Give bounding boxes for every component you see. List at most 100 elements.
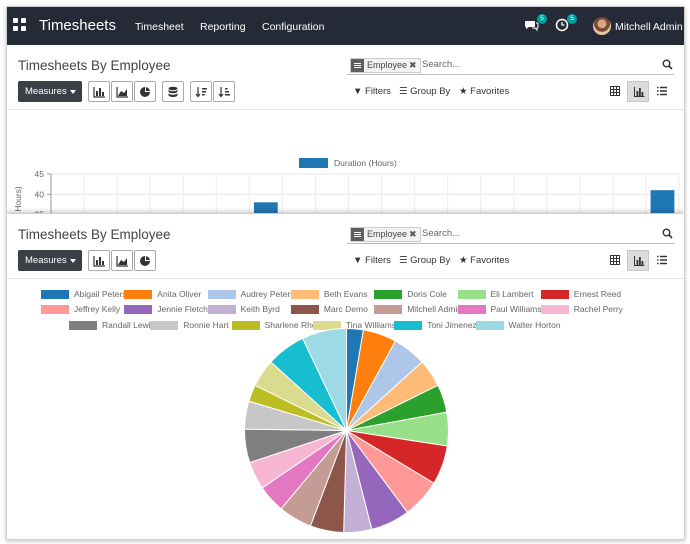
graph-view-button[interactable] <box>627 81 649 102</box>
list-icon <box>657 255 667 265</box>
graph-view-button[interactable] <box>627 250 649 271</box>
legend-swatch <box>290 290 319 299</box>
line-chart-button[interactable] <box>111 81 133 102</box>
search-facet-employee[interactable]: Employee ✖ <box>350 227 421 242</box>
legend-swatch <box>299 158 328 168</box>
menu-configuration[interactable]: Configuration <box>262 21 325 33</box>
search-facet-employee[interactable]: Employee ✖ <box>350 58 421 73</box>
bar-legend[interactable]: Duration (Hours) <box>299 158 397 168</box>
group-by-menu[interactable]: ☰ Group By <box>399 86 450 97</box>
legend-swatch <box>124 290 153 299</box>
search-icon[interactable] <box>662 59 673 73</box>
panel-divider <box>7 109 684 110</box>
measures-dropdown[interactable]: Measures <box>18 81 82 102</box>
pie-chart-button[interactable] <box>134 250 156 271</box>
legend-label: Rachel Perry <box>573 304 623 314</box>
messages-icon[interactable]: 5 <box>525 14 547 34</box>
sort-ascending-button[interactable] <box>213 81 235 102</box>
filters-menu[interactable]: ▼ Filters <box>353 86 391 97</box>
measures-label: Measures <box>25 255 67 266</box>
legend-swatch <box>457 305 486 314</box>
filter-icon: ▼ <box>353 86 363 97</box>
star-icon: ★ <box>459 255 468 266</box>
y-axis-label: Hours) <box>13 186 23 212</box>
search-icon[interactable] <box>662 228 673 242</box>
group-by-menu[interactable]: ☰ Group By <box>399 255 450 266</box>
legend-label: Audrey Peterson <box>240 289 304 299</box>
activity-clock-icon[interactable]: 5 <box>555 14 577 34</box>
legend-label: Mitchell Admin <box>407 304 462 314</box>
pivot-view-button[interactable] <box>604 250 626 271</box>
search-input[interactable] <box>422 228 642 239</box>
legend-swatch <box>374 290 403 299</box>
legend-label: Tina Williamson <box>345 320 406 330</box>
pivot-view-button[interactable] <box>604 81 626 102</box>
sort-ascending-icon <box>218 87 230 98</box>
legend-label: Beth Evans <box>323 289 368 299</box>
group-by-label: Group By <box>410 255 451 266</box>
apps-grid-icon[interactable] <box>13 18 27 32</box>
search-input[interactable] <box>422 59 642 70</box>
measures-dropdown[interactable]: Measures <box>18 250 82 271</box>
user-menu[interactable]: Mitchell Admin <box>615 21 683 33</box>
legend-label: Jeffrey Kelly <box>74 304 121 314</box>
legend-label: Jennie Fletcher <box>157 304 216 314</box>
page-title-pie: Timesheets By Employee <box>18 227 171 242</box>
legend-swatch <box>540 290 569 299</box>
legend-swatch <box>41 290 69 299</box>
list-view-button[interactable] <box>651 250 673 271</box>
menu-reporting[interactable]: Reporting <box>200 21 246 33</box>
bar-chart-icon <box>93 256 105 267</box>
legend-label: Ernest Reed <box>573 289 622 299</box>
menu-timesheet[interactable]: Timesheet <box>135 21 184 33</box>
measures-label: Measures <box>25 86 67 97</box>
legend-label: Doris Cole <box>407 289 447 299</box>
group-by-icon <box>351 228 364 241</box>
pie-chart-icon <box>140 87 150 97</box>
legend-swatch <box>374 305 403 314</box>
area-chart-icon <box>116 87 128 98</box>
legend-label: Abigail Peterson <box>74 289 136 299</box>
sort-descending-icon <box>195 87 207 98</box>
pie-chart-view: Timesheets By Employee Employee✖ Measure… <box>7 213 684 539</box>
legend-swatch <box>475 321 504 330</box>
bar-chart-button[interactable] <box>88 81 110 102</box>
legend-swatch <box>394 321 423 330</box>
legend-swatch <box>540 305 569 314</box>
facet-remove-icon[interactable]: ✖ <box>409 229 417 239</box>
filters-label: Filters <box>365 86 391 97</box>
facet-label: Employee <box>367 229 408 239</box>
area-chart-icon <box>116 256 128 267</box>
app-brand[interactable]: Timesheets <box>39 17 116 34</box>
legend-label: Toni Jimenez <box>427 320 477 330</box>
line-chart-button[interactable] <box>111 250 133 271</box>
bar-chart-button[interactable] <box>88 250 110 271</box>
pie-chart-button[interactable] <box>134 81 156 102</box>
search-bar: Employee ✖ <box>347 57 674 75</box>
legend-label: Randall Lewis <box>102 320 155 330</box>
legend-label: Walter Horton <box>508 320 561 330</box>
legend-label: Eli Lambert <box>490 289 534 299</box>
facet-remove-icon[interactable]: ✖ <box>409 60 417 70</box>
legend-swatch <box>207 290 236 299</box>
favorites-label: Favorites <box>470 255 510 266</box>
pie-chart-icon <box>140 256 150 266</box>
legend-label: Ronnie Hart <box>183 320 229 330</box>
stacked-button[interactable] <box>162 81 184 102</box>
sort-descending-button[interactable] <box>190 81 212 102</box>
filter-icon: ▼ <box>353 255 363 266</box>
top-navbar: Timesheets Timesheet Reporting Configura… <box>7 7 684 45</box>
list-view-button[interactable] <box>651 81 673 102</box>
legend-swatch <box>207 305 236 314</box>
avatar[interactable] <box>593 17 611 35</box>
list-icon <box>657 86 667 96</box>
group-by-label: Group By <box>410 86 451 97</box>
app-window: Timesheets Timesheet Reporting Configura… <box>6 6 685 540</box>
pie-slice[interactable] <box>301 327 347 431</box>
search-bar-pie: Employee ✖ <box>347 226 674 244</box>
filters-menu[interactable]: ▼ Filters <box>353 255 391 266</box>
facet-label: Employee <box>367 60 408 70</box>
favorites-menu[interactable]: ★ Favorites <box>459 255 509 266</box>
favorites-menu[interactable]: ★ Favorites <box>459 86 509 97</box>
bar-chart: Duration (Hours)2530354045Hours) <box>13 158 680 221</box>
